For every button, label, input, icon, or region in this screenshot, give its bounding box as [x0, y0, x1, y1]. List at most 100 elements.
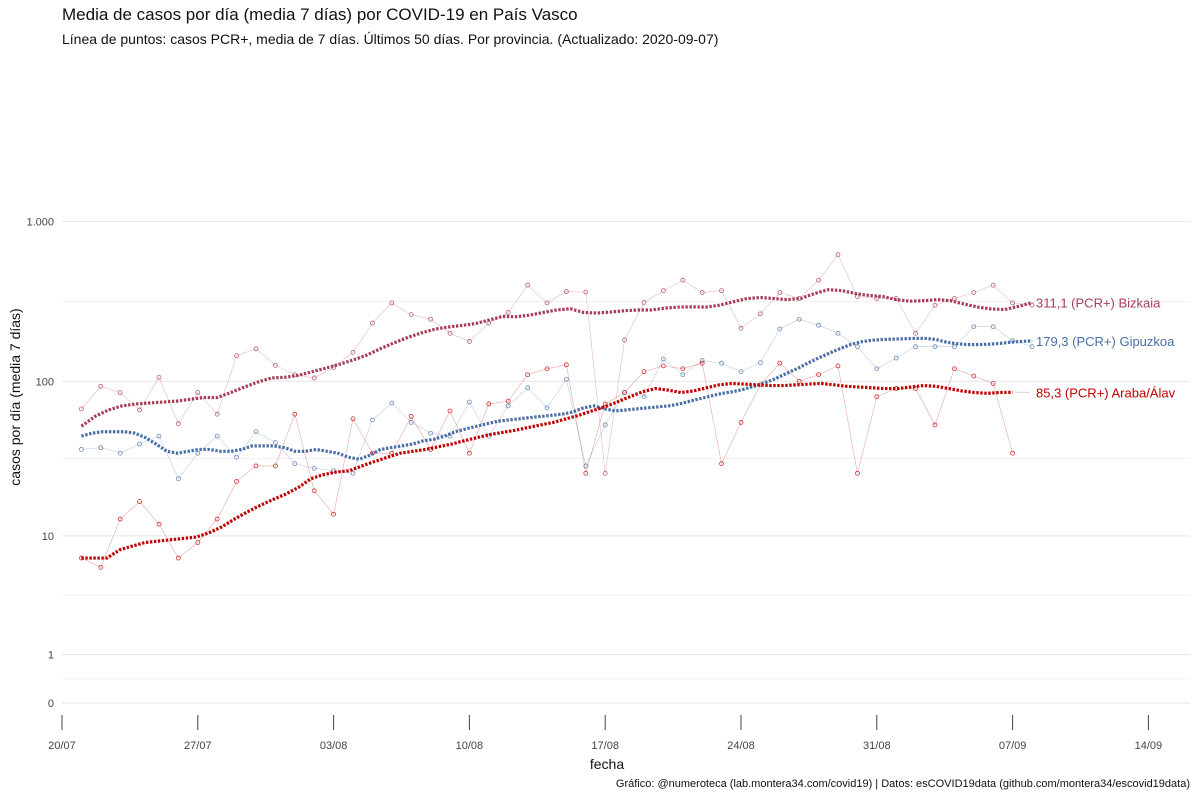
daily-point	[874, 394, 880, 400]
daily-point	[98, 445, 104, 451]
y-tick-label: 0	[48, 698, 54, 710]
daily-point	[758, 311, 763, 317]
daily-point	[661, 356, 666, 362]
daily-point	[583, 470, 589, 476]
daily-point	[1029, 344, 1035, 350]
x-axis-ticks: 20/07 27/07 03/08 10/08 17/08 24/08 31/08 07/09…	[48, 715, 1162, 752]
daily-point	[932, 302, 938, 308]
y-tick-label: 1	[48, 650, 54, 662]
daily-point	[486, 401, 492, 407]
y-axis-title: casos por día (media 7 días)	[7, 308, 23, 485]
daily-point	[447, 408, 453, 414]
y-tick-label: 1.000	[26, 216, 54, 228]
daily-point	[234, 454, 240, 460]
daily-point	[117, 516, 123, 522]
daily-point	[583, 463, 589, 469]
daily-point	[583, 289, 589, 295]
daily-point	[272, 463, 278, 469]
daily-point	[777, 290, 783, 295]
daily-point	[272, 440, 278, 445]
daily-point	[661, 363, 666, 369]
daily-point	[855, 344, 860, 350]
daily-point	[913, 386, 918, 391]
daily-point	[214, 433, 220, 439]
daily-point	[835, 363, 841, 369]
daily-point	[777, 360, 783, 366]
daily-point	[641, 300, 647, 305]
daily-line-araba-lava	[81, 362, 1013, 568]
y-tick-label: 10	[42, 531, 54, 543]
daily-point	[214, 411, 220, 417]
daily-point	[719, 461, 724, 467]
daily-point	[971, 290, 977, 295]
end-label-bizkaia: 311,1 (PCR+) Bizkaia	[1036, 296, 1161, 311]
daily-point	[525, 282, 530, 288]
end-label-gipuzkoa: 179,3 (PCR+) Gipuzkoa	[1036, 334, 1175, 349]
daily-point	[389, 300, 395, 306]
daily-point	[253, 346, 259, 352]
daily-point	[738, 420, 744, 425]
daily-point	[602, 470, 608, 476]
daily-point	[952, 366, 957, 372]
daily-point	[98, 383, 104, 389]
daily-point	[175, 421, 181, 427]
daily-point	[719, 360, 724, 366]
daily-point	[874, 366, 880, 372]
daily-point	[156, 374, 162, 380]
grid-minor	[62, 300, 1190, 680]
end-labels-layer: 311,1 (PCR+) Bizkaia 179,3 (PCR+) Gipuzko…	[1014, 296, 1176, 400]
daily-point	[137, 499, 143, 504]
daily-point	[117, 450, 123, 456]
daily-point	[932, 344, 938, 350]
y-axis-ticks: 0 1 10 100 1.000	[26, 216, 54, 710]
daily-point	[952, 344, 957, 350]
daily-point	[971, 324, 977, 330]
daily-point	[156, 521, 162, 527]
x-axis-title: fecha	[590, 756, 624, 772]
x-tick-label: 24/08	[727, 740, 755, 752]
daily-point	[816, 372, 821, 378]
daily-point	[195, 540, 201, 545]
x-tick-label: 03/08	[320, 740, 348, 752]
daily-point	[641, 394, 647, 400]
daily-point	[505, 310, 511, 315]
daily-point	[738, 325, 744, 331]
chart-subtitle: Línea de puntos: casos PCR+, media de 7 …	[62, 31, 719, 47]
grid-major	[62, 220, 1190, 704]
daily-point	[622, 337, 627, 343]
x-tick-label: 07/09	[999, 740, 1027, 752]
daily-point	[719, 288, 724, 294]
daily-point	[1010, 300, 1015, 306]
daily-point	[990, 282, 996, 288]
daily-point	[369, 417, 375, 423]
daily-point	[913, 330, 918, 336]
daily-point	[408, 312, 414, 317]
daily-point	[156, 433, 162, 439]
daily-point	[525, 372, 530, 378]
daily-point	[932, 422, 938, 428]
daily-point	[408, 420, 414, 425]
x-tick-label: 27/07	[184, 740, 212, 752]
daily-point	[311, 488, 317, 494]
daily-point	[835, 330, 841, 336]
daily-line-gipuzkoa	[81, 318, 1033, 480]
daily-point	[98, 564, 104, 570]
daily-point	[971, 373, 977, 379]
daily-point	[505, 398, 511, 404]
daily-point	[137, 407, 143, 413]
daily-point	[641, 369, 647, 375]
daily-point	[369, 320, 375, 326]
daily-point	[699, 358, 705, 363]
daily-point	[311, 375, 317, 381]
chart-caption: Gráfico: @numeroteca (lab.montera34.com/…	[615, 778, 1190, 790]
daily-point	[234, 353, 240, 359]
daily-point	[1010, 450, 1015, 456]
daily-point	[175, 476, 181, 482]
daily-point	[544, 405, 550, 411]
x-tick-label: 14/09	[1135, 740, 1163, 752]
daily-point	[855, 470, 860, 476]
daily-point	[661, 288, 666, 294]
daily-point	[79, 406, 84, 412]
daily-point	[447, 330, 453, 336]
daily-point	[389, 400, 395, 406]
